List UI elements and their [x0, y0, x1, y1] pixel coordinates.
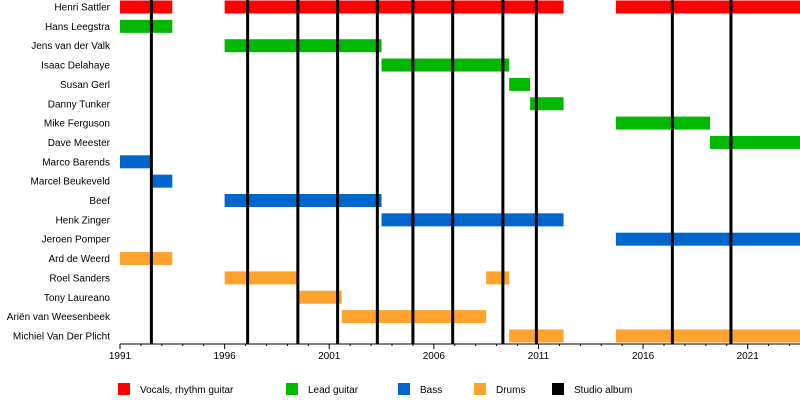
legend-swatch-album — [552, 383, 564, 395]
legend: Vocals, rhythm guitar Lead guitar Bass Drum… — [118, 383, 632, 396]
member-bar-drums — [224, 271, 298, 285]
member-label: Susan Gerl — [60, 80, 110, 91]
x-tick-label: 1991 — [109, 351, 132, 362]
member-bar-drums — [297, 290, 342, 304]
member-label: Ariën van Weesenbeek — [7, 312, 111, 323]
member-bar-lead — [509, 77, 531, 91]
member-bar-lead — [224, 39, 382, 53]
legend-label-album: Studio album — [574, 385, 632, 396]
member-bar-drums — [615, 329, 800, 343]
member-label: Hans Leegstra — [45, 22, 110, 33]
member-bar-vocals — [120, 0, 173, 14]
member-bar-drums — [486, 271, 510, 285]
member-label: Tony Laureano — [44, 293, 111, 304]
x-tick-label: 2021 — [737, 351, 760, 362]
studio-album-lines — [149, 0, 733, 344]
member-bar-vocals — [615, 0, 800, 14]
x-axis: 1991 1996 2001 2006 2011 2016 2021 — [109, 343, 800, 362]
member-bar-lead — [120, 19, 173, 33]
legend-label-lead: Lead guitar — [308, 385, 359, 396]
member-label: Henri Sattler — [54, 3, 110, 14]
legend-label-vocals: Vocals, rhythm guitar — [140, 385, 234, 396]
member-label: Marcel Beukeveld — [31, 177, 110, 188]
member-bar-bass — [381, 213, 564, 227]
x-tick-label: 2001 — [318, 351, 341, 362]
member-bar-lead — [381, 58, 510, 72]
member-label: Isaac Delahaye — [41, 61, 110, 72]
member-bar-bass — [615, 232, 800, 246]
legend-label-bass: Bass — [420, 385, 442, 396]
member-label: Dave Meester — [48, 138, 111, 149]
member-label: Michiel Van Der Plicht — [13, 331, 110, 342]
member-bar-lead — [615, 116, 711, 130]
member-label: Roel Sanders — [49, 273, 110, 284]
member-bar-vocals — [224, 0, 564, 14]
member-label: Henk Zinger — [56, 215, 111, 226]
member-bar-bass — [151, 174, 173, 188]
member-bar-lead — [710, 135, 800, 149]
x-tick-label: 1996 — [213, 351, 236, 362]
legend-swatch-drums — [474, 383, 486, 395]
x-tick-label: 2006 — [423, 351, 446, 362]
legend-label-drums: Drums — [496, 385, 525, 396]
legend-swatch-lead — [286, 383, 298, 395]
member-label: Jeroen Pomper — [42, 235, 111, 246]
member-labels: Henri Sattler Hans Leegstra Jens van der V… — [7, 3, 111, 343]
legend-swatch-bass — [398, 383, 410, 395]
member-bar-drums — [120, 252, 173, 266]
x-tick-label: 2011 — [528, 351, 550, 362]
member-label: Beef — [89, 196, 110, 207]
member-label: Mike Ferguson — [44, 119, 110, 130]
member-label: Ard de Weerd — [48, 254, 110, 265]
member-bar-bass — [224, 194, 382, 207]
x-tick-label: 2016 — [632, 351, 655, 362]
member-label: Jens van der Valk — [31, 41, 111, 52]
legend-swatch-vocals — [118, 383, 130, 395]
member-bar-bass — [120, 155, 152, 169]
member-bar-lead — [530, 97, 564, 111]
member-label: Marco Barends — [42, 157, 110, 168]
member-label: Danny Tunker — [48, 99, 111, 110]
